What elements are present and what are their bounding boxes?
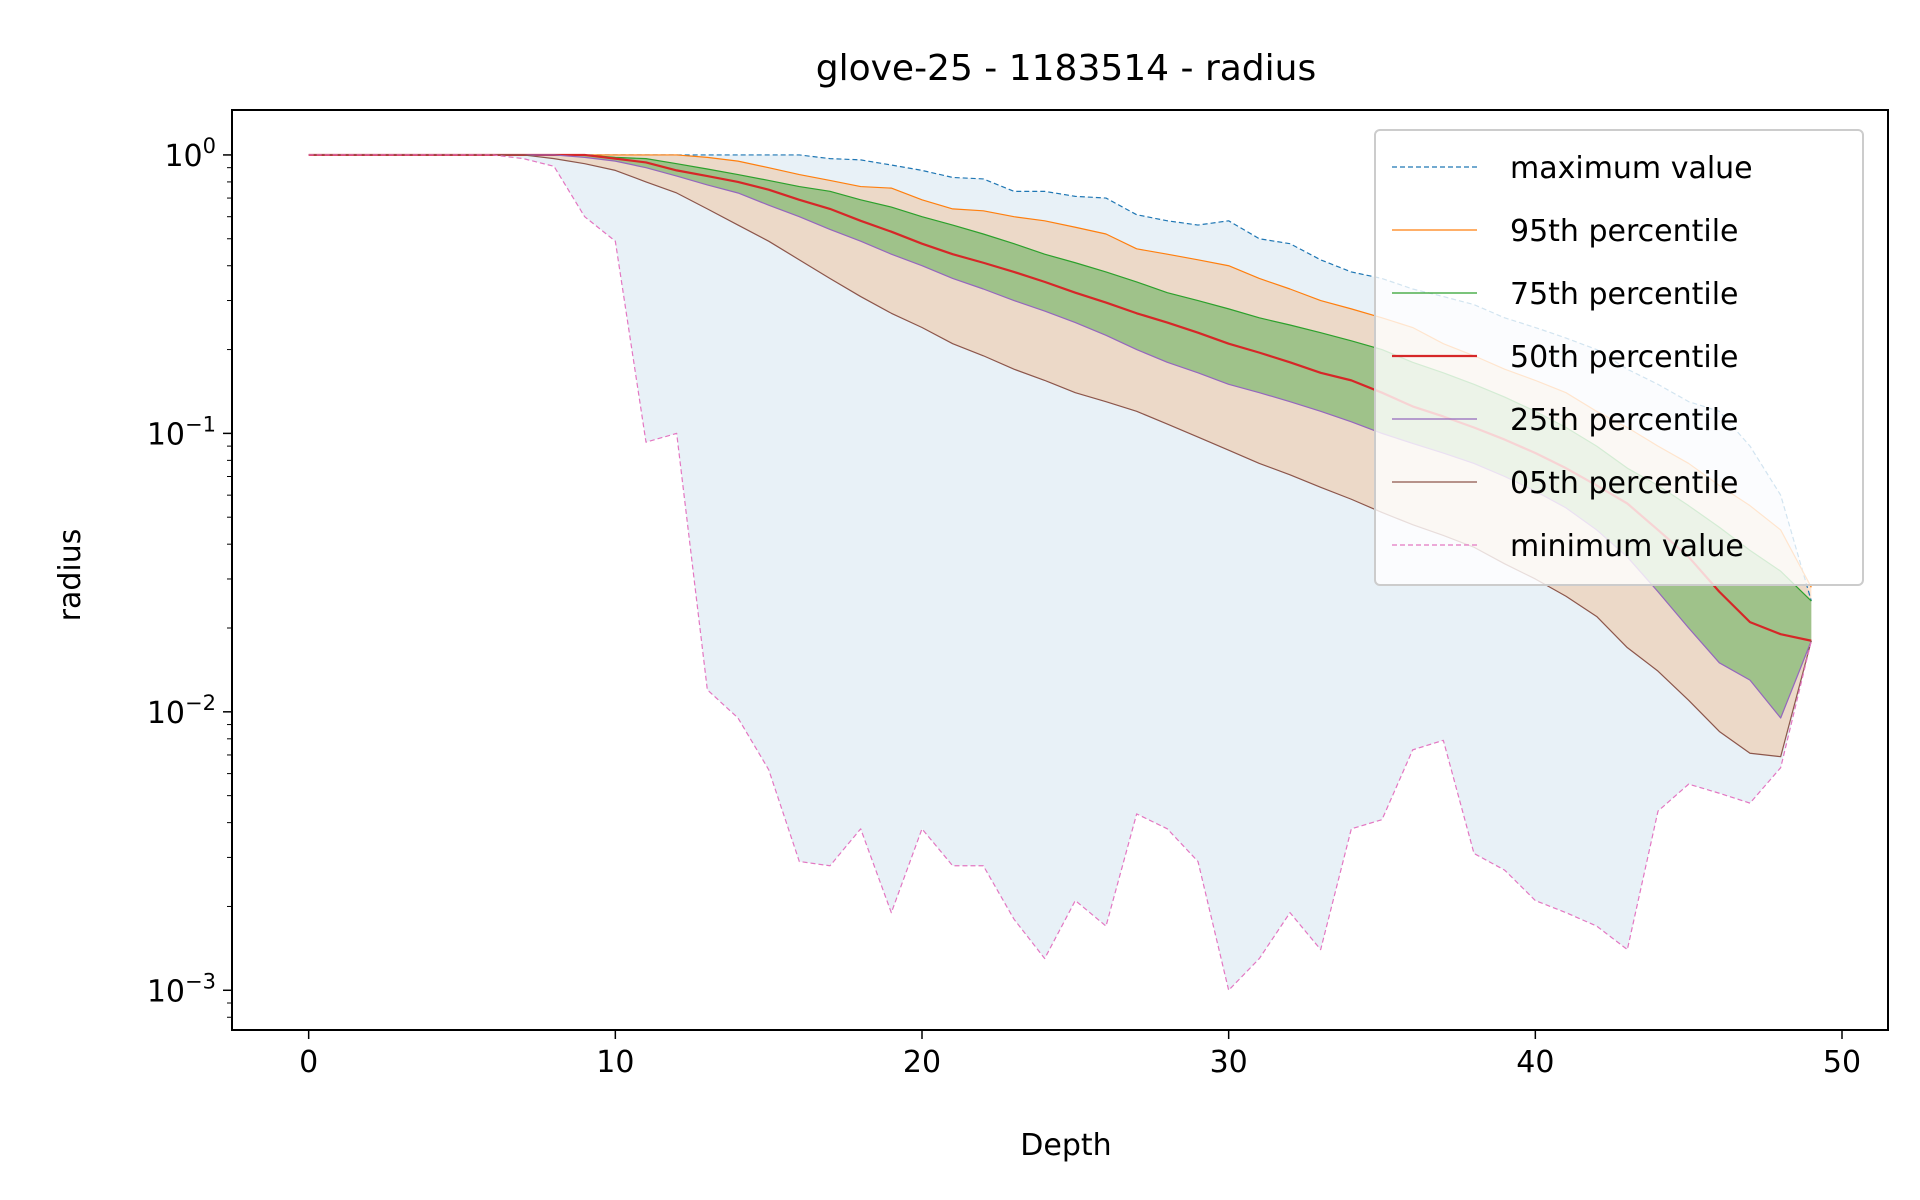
legend-label-25th-percentile: 25th percentile (1510, 403, 1739, 438)
y-tick-label: 10−3 (147, 969, 216, 1009)
x-tick-label: 30 (1210, 1045, 1248, 1080)
series-line-minimum-value (308, 154, 1812, 991)
legend-label-05th-percentile: 05th percentile (1510, 466, 1739, 501)
legend-box (1374, 129, 1864, 586)
axes-layer: 0 10 20 30 40 50 100 10−1 10−2 10−3 (147, 109, 1889, 1080)
x-tick-label: 50 (1823, 1045, 1861, 1080)
x-tick-label: 0 (299, 1045, 318, 1080)
legend-label-maximum-value: maximum value (1510, 151, 1753, 186)
x-tick-label: 20 (903, 1045, 941, 1080)
y-tick-label: 100 (164, 134, 216, 174)
x-tick-label: 10 (596, 1045, 634, 1080)
legend-label-75th-percentile: 75th percentile (1510, 277, 1739, 312)
legend-label-50th-percentile: 50th percentile (1510, 340, 1739, 375)
y-tick-label: 10−2 (147, 691, 216, 731)
x-axis-label: Depth (1020, 1128, 1111, 1163)
legend-label-minimum-value: minimum value (1510, 529, 1744, 564)
y-tick-label: 10−1 (147, 412, 216, 452)
y-axis-label: radius (53, 529, 88, 622)
legend-label-95th-percentile: 95th percentile (1510, 214, 1739, 249)
plot-frame (231, 109, 1889, 1031)
chart-title: glove-25 - 1183514 - radius (816, 48, 1317, 89)
series-line-05th-percentile (308, 154, 1812, 758)
x-tick-label: 40 (1516, 1045, 1554, 1080)
legend: maximum value 95th percentile 75th percent… (1374, 129, 1864, 586)
